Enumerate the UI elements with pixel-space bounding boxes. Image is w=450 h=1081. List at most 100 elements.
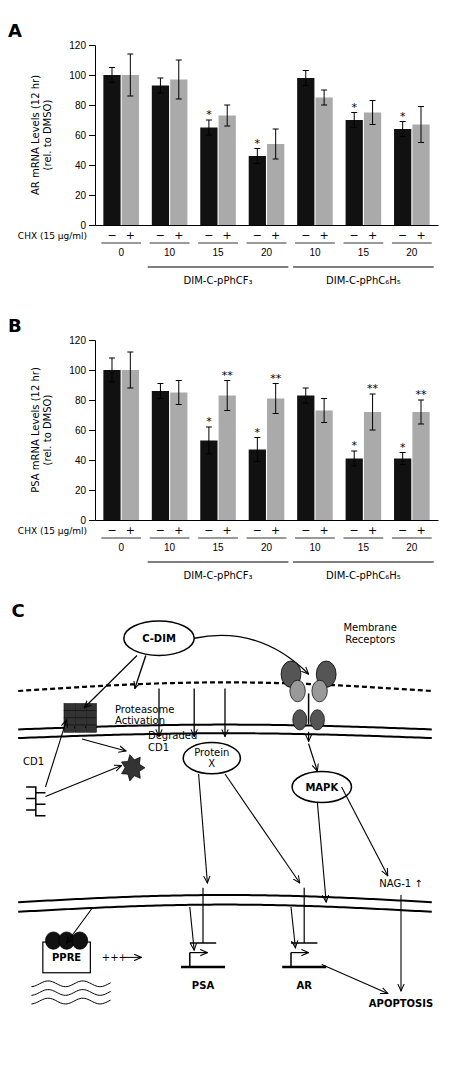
error-bar-stem	[208, 427, 209, 454]
significance-mark: **	[270, 372, 282, 385]
x-tick-label: 0	[118, 247, 124, 258]
error-bar	[224, 105, 230, 126]
bar	[122, 370, 139, 520]
x-tick-label: 10	[309, 542, 321, 553]
arrow	[322, 965, 388, 994]
panel-texts: ************−+−+−+−+−+−+−+CHX (15 µg/ml)…	[18, 369, 434, 582]
error-bar-cap	[370, 100, 376, 101]
significance-mark: *	[351, 439, 357, 452]
inhibition-line	[304, 888, 305, 943]
error-bar-cap	[109, 82, 115, 83]
significance-mark: *	[255, 137, 261, 150]
bar	[267, 399, 284, 521]
error-bar-cap	[303, 403, 309, 404]
series-sign: +	[223, 229, 232, 242]
bar	[170, 393, 187, 521]
error-bar-stem	[130, 352, 131, 388]
error-bar-cap	[321, 105, 327, 106]
group-label: DIM-C-pPhCF₃	[184, 570, 253, 581]
y-tick: 60	[75, 425, 95, 436]
significance-mark: *	[206, 108, 212, 121]
series-sign: −	[398, 229, 407, 242]
error-bar-stem	[305, 388, 306, 403]
bar	[249, 156, 266, 225]
error-bar-stem	[227, 381, 228, 411]
bar	[364, 113, 381, 226]
bar	[200, 128, 217, 226]
y-tick: 80	[75, 395, 95, 406]
proteasome-block	[64, 703, 75, 710]
x-tick: 0	[118, 542, 124, 553]
arrow	[45, 720, 66, 787]
error-bar	[370, 394, 376, 430]
y-tick-mark	[89, 520, 95, 521]
error-bar-stem	[372, 101, 373, 125]
x-tick: 20	[406, 247, 418, 258]
x-tick-label: 10	[164, 247, 176, 258]
bar	[315, 411, 332, 521]
diagram-label-line: AR	[296, 980, 312, 991]
panel-title-line: B	[8, 315, 22, 336]
y-label-group: AR mRNA Levels (12 hr)(rel. to DMSO)	[30, 75, 53, 195]
diagram-label-line: Proteasome	[115, 704, 174, 715]
diagram-label: DegradedCD1	[148, 730, 197, 753]
y-tick-label: 120	[69, 40, 86, 51]
x-tick-label: 20	[406, 247, 418, 258]
series-sign: −	[398, 524, 407, 537]
panel-title-line: A	[8, 20, 22, 41]
error-bar-cap	[400, 136, 406, 137]
error-bar-cap	[157, 398, 163, 399]
series-sign: −	[156, 229, 165, 242]
error-bar-stem	[227, 105, 228, 126]
group-bracket	[148, 561, 289, 562]
error-bar-stem	[178, 381, 179, 405]
y-tick-label: 80	[75, 100, 87, 111]
bar-panel: A020406080100120AR mRNA Levels (12 hr)(r…	[8, 20, 439, 286]
x-axis-line	[96, 225, 439, 226]
y-tick-mark	[89, 45, 95, 46]
arrow	[84, 655, 137, 707]
cd1-coil	[26, 787, 45, 816]
x-axis: 0101520101520	[96, 226, 439, 259]
group-label: DIM-C-pPhC₆H₅	[326, 570, 401, 581]
bar	[346, 459, 363, 521]
pair-underline	[343, 243, 383, 244]
x-tick-label: 20	[406, 542, 418, 553]
group-bracket	[293, 266, 434, 267]
nuclear-membrane	[18, 895, 432, 902]
x-tick: 0	[118, 247, 124, 258]
error-bar	[351, 451, 357, 466]
series-sign: −	[204, 524, 213, 537]
nuclear-membrane	[18, 905, 432, 912]
error-bar-cap	[157, 383, 163, 384]
pair-underline	[392, 243, 432, 244]
annotation: CHX (15 µg/ml)	[18, 526, 87, 536]
group-label: DIM-C-pPhCF₃	[184, 275, 253, 286]
proteasome-block	[86, 711, 97, 718]
error-bar-cap	[224, 105, 230, 106]
error-bar-stem	[111, 358, 112, 382]
error-bar	[303, 388, 309, 403]
error-bar-cap	[109, 358, 115, 359]
error-bar-stem	[160, 78, 161, 93]
error-bar	[351, 113, 357, 128]
x-tick-label: 0	[118, 542, 124, 553]
x-tick: 15	[358, 247, 370, 258]
y-tick: 120	[69, 40, 95, 51]
diagram: CC-DIMMembraneReceptorsProteasomeActivat…	[12, 600, 434, 1009]
error-bar-cap	[109, 67, 115, 68]
y-tick-mark	[89, 430, 95, 431]
bar	[103, 370, 120, 520]
proteasome-block	[86, 725, 97, 732]
diagram-label-line: APOPTOSIS	[369, 998, 433, 1009]
y-tick-label: 0	[80, 220, 86, 231]
diagram-label: C-DIM	[142, 633, 176, 644]
error-bar	[127, 54, 133, 96]
error-bar	[157, 384, 163, 399]
figure: A020406080100120AR mRNA Levels (12 hr)(r…	[0, 0, 450, 1081]
diagram-label: PSA	[192, 980, 215, 991]
series-sign: −	[156, 524, 165, 537]
series-sign: −	[253, 229, 262, 242]
error-bar-cap	[321, 422, 327, 423]
arrow	[224, 689, 225, 737]
